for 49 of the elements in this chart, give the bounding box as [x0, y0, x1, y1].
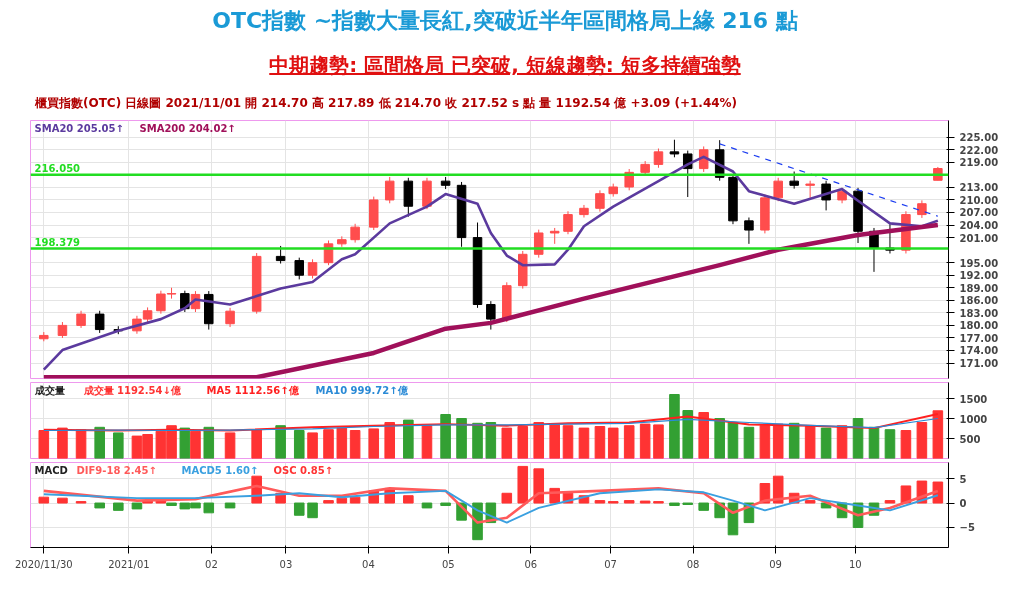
- y-tick-label: 0: [959, 498, 967, 510]
- text: 櫃買指數(OTC) 日線圖 2021/11/01 開 214.70 高 217.89 低 214.70 收 217.52 s 點 量 1192.54 億 +3.09 (+1.44%): [34, 95, 738, 112]
- y-tick-label: 213.00: [959, 182, 999, 194]
- chart-subtitle: 中期趨勢: 區間格局 已突破, 短線趨勢: 短多持續強勢: [268, 52, 742, 79]
- y-tick-label: 180.00: [959, 320, 999, 332]
- y-tick-label: 171.00: [959, 358, 999, 370]
- x-tick-label: 02: [205, 558, 218, 570]
- y-tick-label: 5: [959, 473, 967, 485]
- y-tick-label: 219.00: [959, 157, 999, 169]
- chart-title: OTC指數 ~指數大量長紅,突破近半年區間格局上緣 216 點: [211, 7, 799, 35]
- y-tick-label: 210.00: [959, 194, 999, 206]
- x-tick-label: 07: [604, 558, 617, 570]
- y-tick-label: 192.00: [959, 270, 999, 282]
- x-tick-label: 04: [362, 558, 375, 570]
- ref-line-label: 198.379: [34, 236, 81, 248]
- text: MA10 999.72↑億: [315, 384, 409, 396]
- y-tick-label: 177.00: [959, 332, 999, 344]
- x-tick-label: 2021/01: [108, 558, 150, 570]
- text: MA5 1112.56↑億: [206, 384, 300, 396]
- y-tick-label: 186.00: [959, 295, 999, 307]
- y-tick-label: 189.00: [959, 282, 999, 294]
- y-tick-label: 500: [959, 433, 981, 445]
- x-tick-label: 05: [441, 558, 455, 570]
- y-tick-label: 201.00: [959, 232, 999, 244]
- y-tick-label: 204.00: [959, 220, 999, 232]
- x-tick-label: 03: [279, 558, 293, 570]
- y-tick-label: 183.00: [959, 307, 999, 319]
- text: SMA20 205.05↑: [34, 122, 124, 134]
- series-label: DIF9-18 2.45↑: [76, 464, 157, 476]
- y-tick-label: 207.00: [959, 207, 999, 219]
- y-tick-label: 225.00: [959, 132, 999, 144]
- chart-title: 成交量: [33, 384, 65, 396]
- x-tick-label: 2020/11/30: [14, 558, 73, 570]
- text: 成交量 1192.54↓億: [82, 384, 182, 396]
- y-tick-label: 1500: [959, 393, 988, 405]
- x-tick-label: 10: [849, 558, 862, 570]
- text: SMA200 204.02↑: [139, 122, 236, 134]
- text: MACD5 1.60↑: [181, 464, 259, 476]
- y-tick-label: 222.00: [959, 144, 999, 156]
- series-label: OSC 0.85↑: [273, 464, 334, 476]
- y-tick-label: 195.00: [959, 257, 999, 269]
- y-tick-label: 1000: [959, 413, 988, 425]
- y-tick-label: −5: [959, 522, 975, 534]
- x-tick-label: 08: [686, 558, 700, 570]
- x-tick-label: 06: [524, 558, 538, 570]
- y-tick-label: 174.00: [959, 345, 999, 357]
- chart-title: MACD: [34, 464, 68, 476]
- ref-line-label: 216.050: [34, 162, 81, 174]
- x-tick-label: 09: [769, 558, 782, 570]
